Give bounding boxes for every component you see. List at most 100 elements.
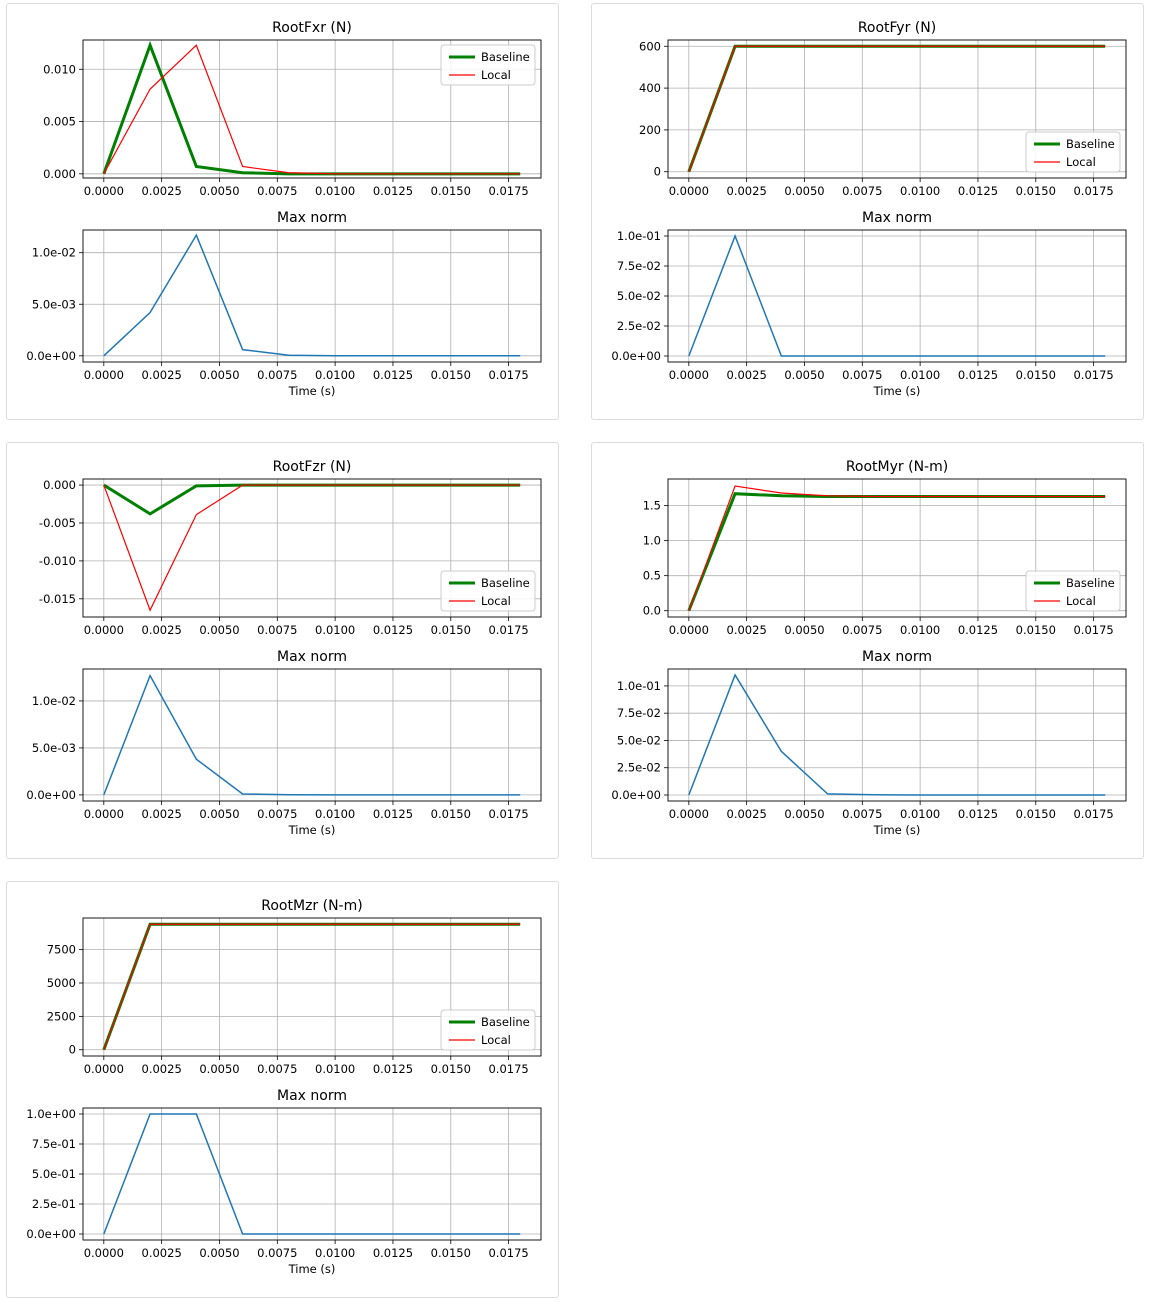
- legend-label-baseline: Baseline: [481, 50, 530, 64]
- value-plot-ytick-label: -0.010: [39, 554, 76, 568]
- value-plot-xtick-label: 0.0150: [431, 623, 471, 637]
- norm-plot-xtick-label: 0.0175: [1073, 368, 1113, 382]
- norm-plot-axes: 0.0000 0.0025 0.0050 0.0075 0.0100 0.0125 0.01…: [26, 649, 542, 837]
- norm-plot-ytick-label: 2.5e-02: [617, 319, 661, 333]
- norm-plot-ytick-label: 0.0e+00: [26, 349, 76, 363]
- series-line-baseline: [103, 483, 521, 516]
- value-plot-title: RootMyr (N-m): [846, 459, 948, 475]
- series-line-max-norm: [688, 233, 1106, 357]
- value-plot-xtick-label: 0.0000: [669, 623, 709, 637]
- norm-plot-ytick-label: 5.0e-02: [617, 289, 661, 303]
- norm-plot-ytick-label: 7.5e-02: [617, 259, 661, 273]
- norm-plot-xtick-label: 0.0175: [488, 1246, 528, 1260]
- value-plot-ytick-label: 0.010: [43, 62, 76, 76]
- value-plot-xtick-label: 0.0150: [431, 184, 471, 198]
- value-plot-xtick-label: 0.0150: [1016, 184, 1056, 198]
- value-plot-xtick-label: 0.0050: [199, 623, 239, 637]
- value-plot-title: RootFyr (N): [858, 20, 936, 36]
- value-plot-xtick-label: 0.0125: [373, 623, 413, 637]
- value-plot-ytick-label: 400: [639, 81, 661, 95]
- norm-plot-xtick-label: 0.0125: [373, 368, 413, 382]
- chart-card-rootfyr: 0.0000 0.0025 0.0050 0.0075 0.0100 0.0125 0.01…: [591, 3, 1144, 420]
- norm-plot-xtick-label: 0.0150: [1016, 368, 1056, 382]
- legend-label-local: Local: [481, 594, 511, 608]
- value-plot-frame: [82, 917, 542, 1057]
- norm-plot-frame: [667, 668, 1127, 802]
- value-plot-xtick-label: 0.0100: [315, 184, 355, 198]
- norm-plot-xtick-label: 0.0175: [488, 807, 528, 821]
- chart-card-rootfzr: 0.0000 0.0025 0.0050 0.0075 0.0100 0.0125 0.01…: [6, 442, 559, 859]
- norm-plot-title: Max norm: [862, 210, 932, 226]
- value-plot-frame: [82, 39, 542, 179]
- norm-plot-xlabel: Time (s): [288, 1262, 336, 1276]
- value-plot-xtick-label: 0.0050: [784, 184, 824, 198]
- norm-plot-title: Max norm: [862, 649, 932, 665]
- norm-plot-ytick-label: 5.0e-03: [32, 741, 76, 755]
- norm-plot-xtick-label: 0.0100: [315, 368, 355, 382]
- norm-plot-xtick-label: 0.0000: [669, 368, 709, 382]
- value-plot-frame: [82, 478, 542, 618]
- value-plot-xtick-label: 0.0075: [842, 623, 882, 637]
- value-plot-ytick-label: 0.005: [43, 115, 76, 129]
- norm-plot-frame: [82, 229, 542, 363]
- norm-plot-frame: [667, 229, 1127, 363]
- chart-svg: 0.0000 0.0025 0.0050 0.0075 0.0100 0.0125 0.01…: [26, 898, 542, 1276]
- norm-plot-ytick-label: 0.0e+00: [611, 788, 661, 802]
- norm-plot-xtick-label: 0.0025: [142, 1246, 182, 1260]
- value-plot-xtick-label: 0.0050: [199, 1062, 239, 1076]
- norm-plot-xtick-label: 0.0075: [257, 807, 297, 821]
- value-plot-axes: 0.0000 0.0025 0.0050 0.0075 0.0100 0.0125 0.01…: [47, 898, 542, 1076]
- norm-plot-frame: [82, 668, 542, 802]
- norm-plot-xtick-label: 0.0100: [900, 807, 940, 821]
- value-plot-xtick-label: 0.0125: [373, 184, 413, 198]
- norm-plot-xtick-label: 0.0125: [958, 807, 998, 821]
- norm-plot-xtick-label: 0.0025: [142, 807, 182, 821]
- norm-plot-xtick-label: 0.0075: [842, 368, 882, 382]
- norm-plot-ytick-label: 0.0e+00: [26, 1227, 76, 1241]
- norm-plot-xtick-label: 0.0025: [142, 368, 182, 382]
- value-plot-xtick-label: 0.0025: [727, 184, 767, 198]
- legend-label-local: Local: [481, 1033, 511, 1047]
- norm-plot-ytick-label: 2.5e-02: [617, 761, 661, 775]
- norm-plot-ytick-label: 1.0e-02: [32, 694, 76, 708]
- norm-plot-xtick-label: 0.0125: [373, 807, 413, 821]
- legend-label-baseline: Baseline: [481, 1015, 530, 1029]
- legend-label-baseline: Baseline: [481, 576, 530, 590]
- value-plot-xtick-label: 0.0125: [958, 184, 998, 198]
- value-plot-ytick-label: 0.000: [43, 167, 76, 181]
- value-plot-xtick-label: 0.0150: [431, 1062, 471, 1076]
- value-plot-title: RootFzr (N): [273, 459, 352, 475]
- series-line-local: [103, 923, 521, 1050]
- chart-svg: 0.0000 0.0025 0.0050 0.0075 0.0100 0.0125 0.01…: [611, 459, 1127, 837]
- norm-plot-axes: 0.0000 0.0025 0.0050 0.0075 0.0100 0.0125 0.01…: [611, 210, 1127, 398]
- value-plot-xtick-label: 0.0050: [784, 623, 824, 637]
- value-plot-ytick-label: 2500: [47, 1009, 76, 1023]
- norm-plot-xlabel: Time (s): [288, 823, 336, 837]
- norm-plot-xtick-label: 0.0125: [958, 368, 998, 382]
- norm-plot-xtick-label: 0.0075: [257, 368, 297, 382]
- norm-plot-frame: [82, 1107, 542, 1241]
- norm-plot-xtick-label: 0.0000: [84, 368, 124, 382]
- norm-plot-xtick-label: 0.0000: [669, 807, 709, 821]
- value-plot-ytick-label: 7500: [47, 943, 76, 957]
- value-plot-frame: [667, 39, 1127, 179]
- norm-plot-xtick-label: 0.0025: [727, 807, 767, 821]
- norm-plot-xtick-label: 0.0025: [727, 368, 767, 382]
- legend-label-baseline: Baseline: [1066, 137, 1115, 151]
- norm-plot-ytick-label: 1.0e-02: [32, 246, 76, 260]
- value-plot-ytick-label: -0.005: [39, 516, 76, 530]
- value-plot-xtick-label: 0.0175: [488, 184, 528, 198]
- norm-plot-xtick-label: 0.0100: [315, 807, 355, 821]
- value-plot-title: RootFxr (N): [272, 20, 352, 36]
- legend: Baseline Local: [1025, 570, 1121, 612]
- value-plot-xtick-label: 0.0175: [1073, 623, 1113, 637]
- value-plot-xtick-label: 0.0025: [142, 184, 182, 198]
- value-plot-xtick-label: 0.0150: [1016, 623, 1056, 637]
- legend-label-local: Local: [481, 68, 511, 82]
- norm-plot-title: Max norm: [277, 210, 347, 226]
- value-plot-xtick-label: 0.0175: [488, 1062, 528, 1076]
- value-plot-ytick-label: 0.0: [643, 604, 661, 618]
- value-plot-xtick-label: 0.0100: [900, 623, 940, 637]
- value-plot-axes: 0.0000 0.0025 0.0050 0.0075 0.0100 0.0125 0.01…: [43, 20, 542, 198]
- value-plot-ytick-label: 5000: [47, 976, 76, 990]
